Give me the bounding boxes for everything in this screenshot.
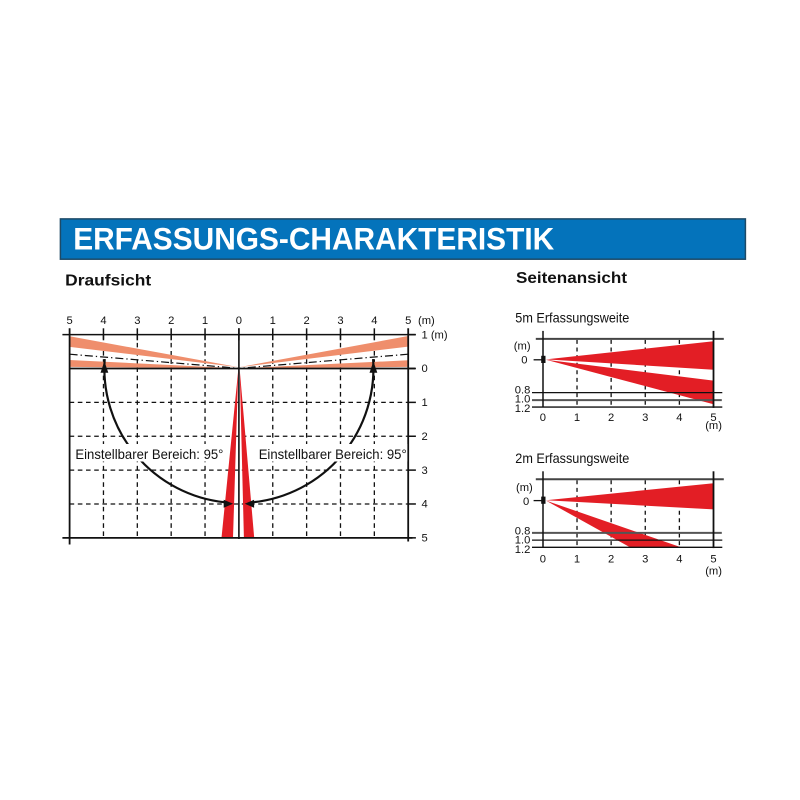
svg-text:2: 2 <box>422 431 428 443</box>
svg-text:Seitenansicht: Seitenansicht <box>516 270 628 287</box>
svg-text:3: 3 <box>337 315 343 327</box>
svg-text:5: 5 <box>710 554 716 566</box>
svg-text:1: 1 <box>270 315 276 327</box>
svg-text:4: 4 <box>676 554 682 566</box>
svg-text:3: 3 <box>134 315 140 327</box>
svg-text:4: 4 <box>371 315 377 327</box>
svg-text:ERFASSUNGS-CHARAKTERISTIK: ERFASSUNGS-CHARAKTERISTIK <box>73 220 554 256</box>
svg-text:(m): (m) <box>514 340 531 352</box>
svg-text:0: 0 <box>540 554 546 566</box>
svg-text:Einstellbarer Bereich: 95°: Einstellbarer Bereich: 95° <box>259 447 407 462</box>
svg-text:(m): (m) <box>705 420 722 432</box>
svg-text:Einstellbarer Bereich: 95°: Einstellbarer Bereich: 95° <box>75 447 223 462</box>
svg-text:(m): (m) <box>418 315 435 327</box>
svg-text:1.0: 1.0 <box>515 535 531 547</box>
svg-text:5: 5 <box>405 315 411 327</box>
svg-text:(m): (m) <box>516 482 533 494</box>
svg-text:1 (m): 1 (m) <box>422 329 448 341</box>
svg-text:0: 0 <box>422 363 428 375</box>
svg-text:1.0: 1.0 <box>515 394 531 406</box>
svg-text:4: 4 <box>100 315 106 327</box>
svg-text:0.8: 0.8 <box>515 525 531 537</box>
svg-text:1.2: 1.2 <box>515 544 531 556</box>
svg-text:(m): (m) <box>705 565 722 577</box>
svg-text:4: 4 <box>422 499 428 511</box>
svg-text:3: 3 <box>642 412 648 424</box>
svg-text:2: 2 <box>608 412 614 424</box>
svg-text:1: 1 <box>574 412 580 424</box>
svg-text:2: 2 <box>168 315 174 327</box>
svg-text:0: 0 <box>236 315 242 327</box>
svg-text:1: 1 <box>202 315 208 327</box>
svg-text:1.2: 1.2 <box>515 403 531 415</box>
svg-text:2m Erfassungsweite: 2m Erfassungsweite <box>515 451 629 466</box>
svg-text:0: 0 <box>523 496 529 508</box>
svg-text:5m Erfassungsweite: 5m Erfassungsweite <box>515 311 629 326</box>
svg-text:0.8: 0.8 <box>515 384 531 396</box>
svg-text:0: 0 <box>521 354 527 366</box>
svg-text:5: 5 <box>66 315 72 327</box>
svg-text:4: 4 <box>676 412 682 424</box>
svg-text:5: 5 <box>710 412 716 424</box>
svg-text:3: 3 <box>642 554 648 566</box>
svg-text:3: 3 <box>422 465 428 477</box>
svg-text:2: 2 <box>304 315 310 327</box>
svg-text:0: 0 <box>540 412 546 424</box>
svg-text:Draufsicht: Draufsicht <box>65 273 152 290</box>
svg-text:1: 1 <box>574 554 580 566</box>
svg-text:2: 2 <box>608 554 614 566</box>
svg-text:5: 5 <box>422 533 428 545</box>
svg-text:1: 1 <box>422 397 428 409</box>
